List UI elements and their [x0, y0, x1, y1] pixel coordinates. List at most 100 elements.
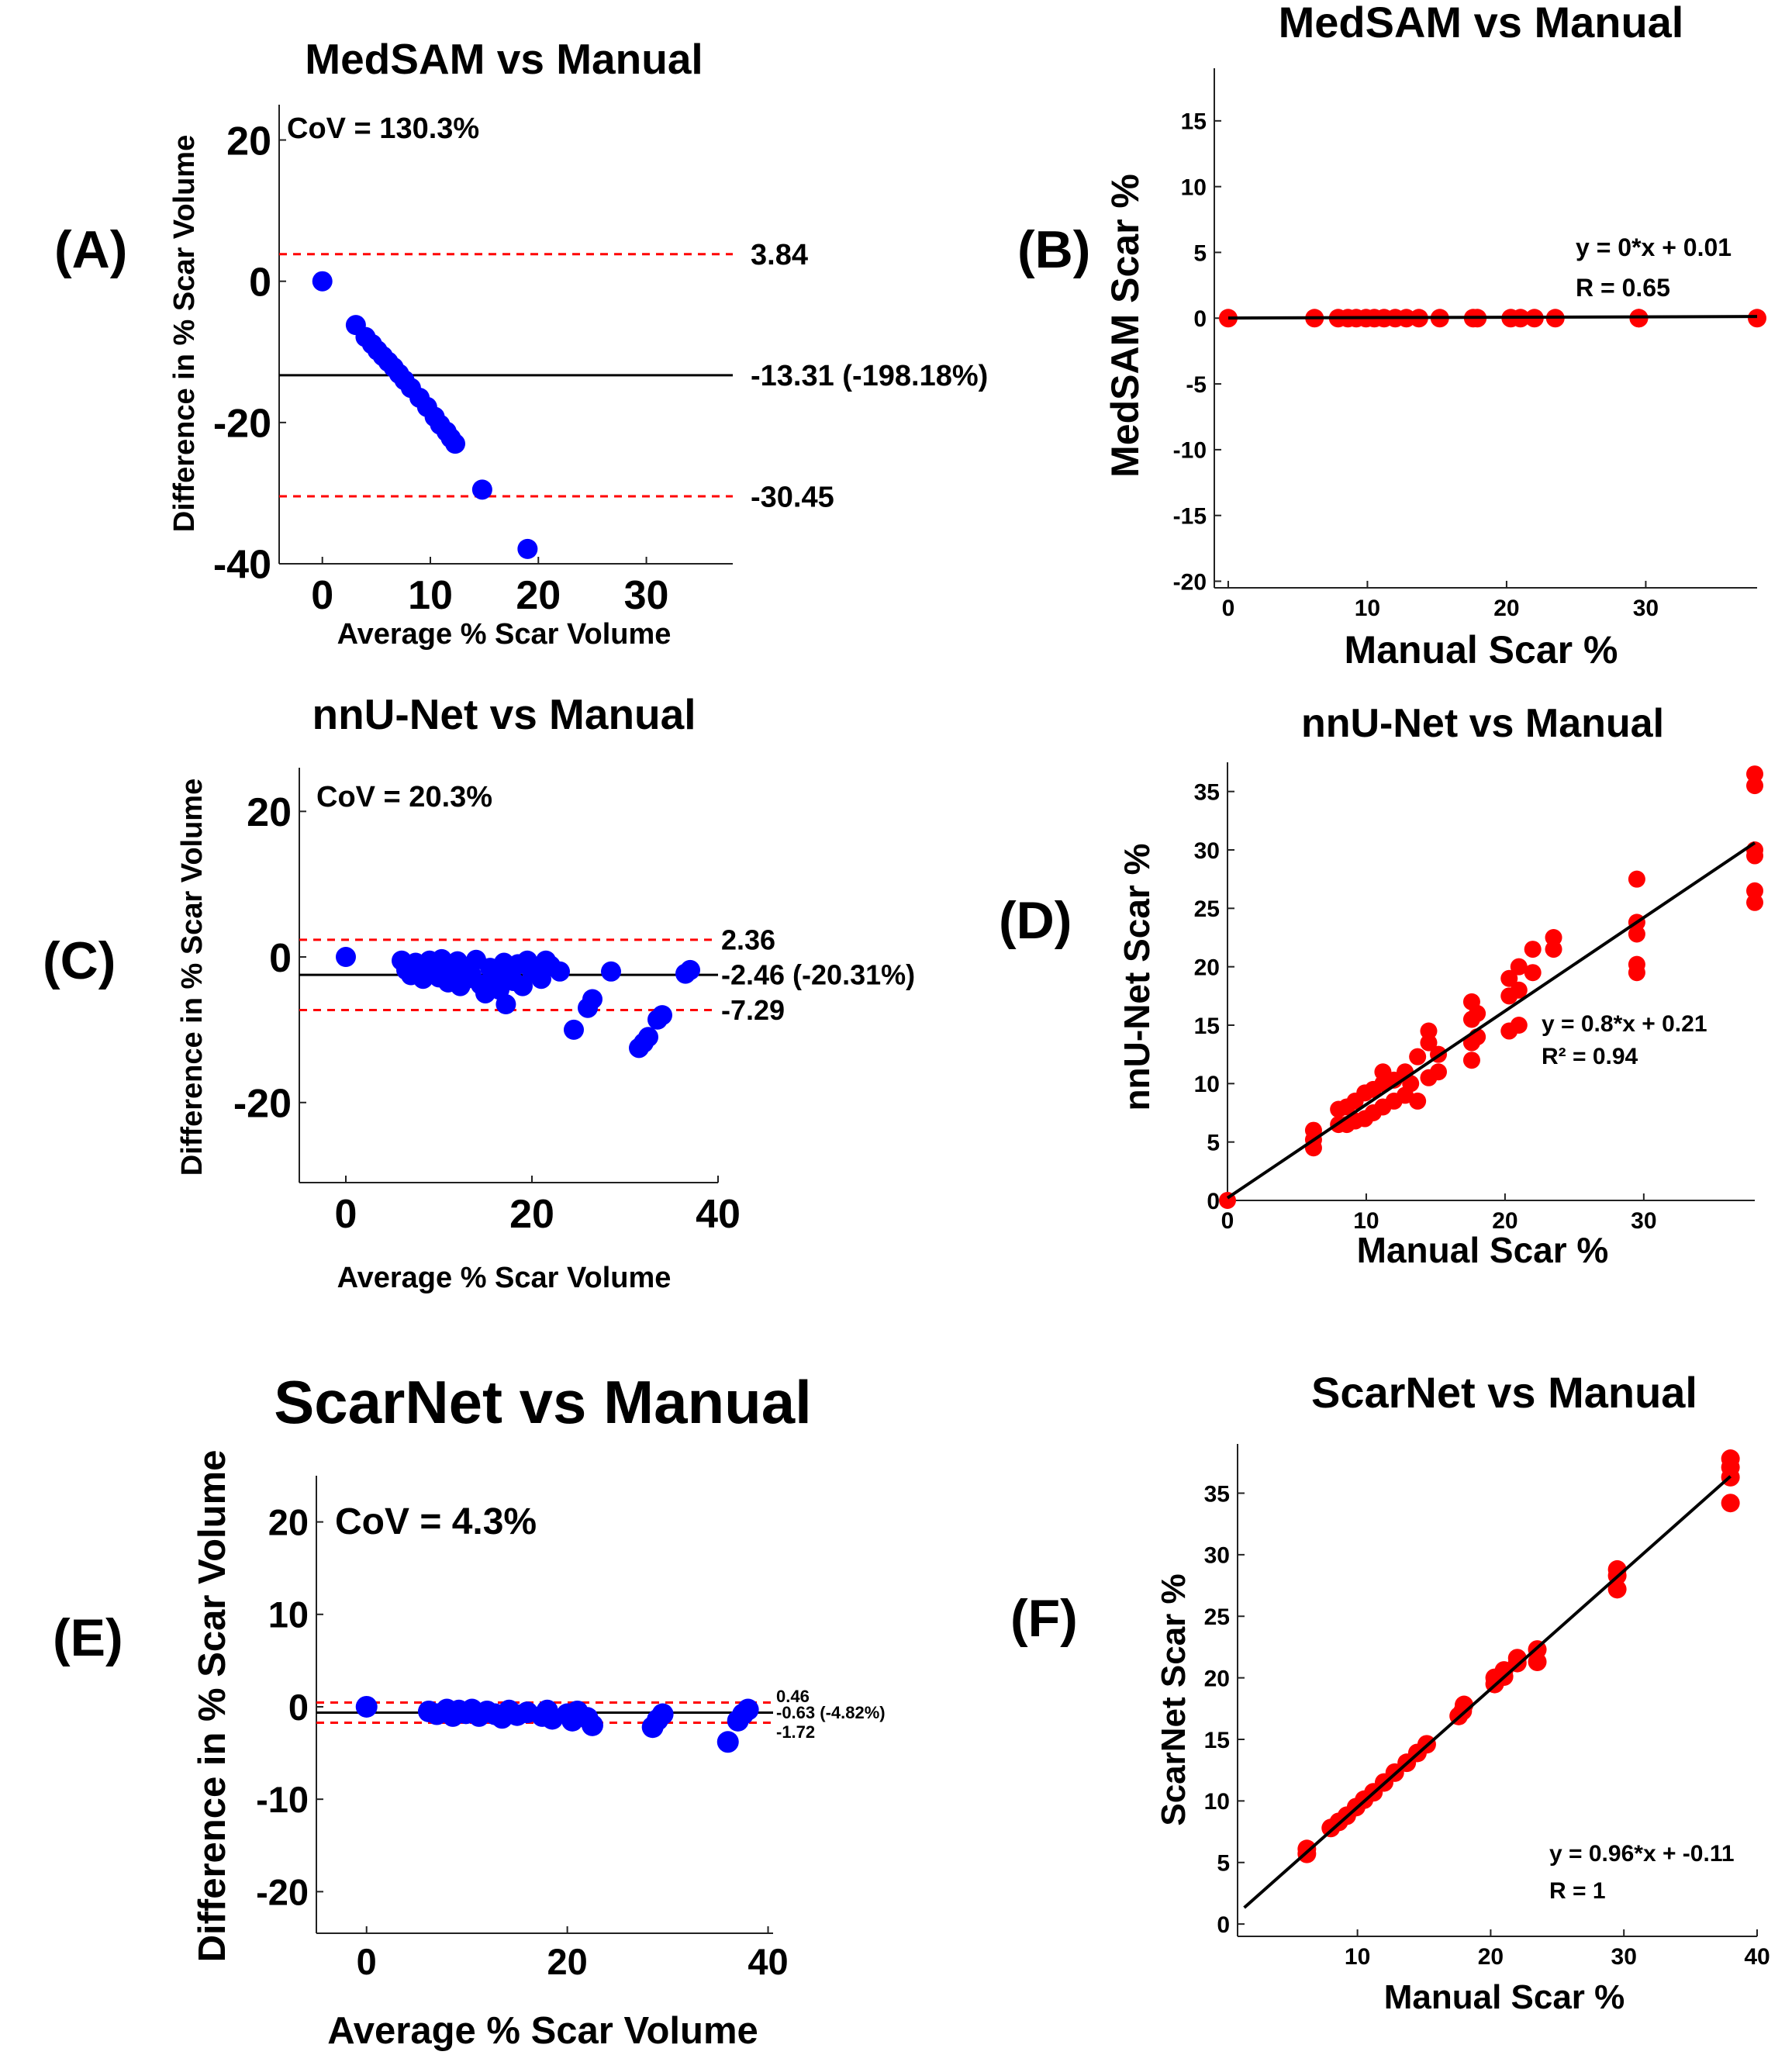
regression-equation: y = 0*x + 0.01 [1576, 233, 1732, 261]
mean-difference-label: -13.31 (-198.18%) [751, 360, 988, 392]
chart-title: nnU-Net vs Manual [312, 690, 696, 738]
x-axis-label: Average % Scar Volume [337, 618, 672, 651]
panel-label-f: (F) [1010, 1589, 1078, 1648]
y-tick-label: -40 [213, 543, 271, 588]
x-tick-label: 10 [1345, 1944, 1370, 1970]
y-axis-label: ScarNet Scar % [1155, 1573, 1193, 1825]
x-axis-label: Average % Scar Volume [337, 1262, 672, 1294]
data-point [517, 538, 538, 559]
data-point [564, 1019, 584, 1040]
y-tick-label: -20 [213, 402, 271, 447]
y-tick-label: 5 [1193, 240, 1207, 266]
x-tick-label: 40 [1744, 1944, 1770, 1970]
chart-title: nnU-Net vs Manual [1301, 701, 1664, 746]
panel-label-c: (C) [43, 931, 116, 990]
y-tick-label: -10 [1173, 438, 1207, 464]
y-tick-label: 0 [1193, 306, 1207, 332]
data-point [581, 1714, 603, 1736]
upper-limit-label: 2.36 [721, 924, 775, 955]
y-axis-label: Difference in % Scar Volume [168, 135, 201, 532]
x-tick-label: 30 [1631, 1208, 1656, 1234]
y-tick-label: 25 [1204, 1604, 1230, 1630]
y-tick-label: 20 [268, 1502, 309, 1543]
y-tick-label: 20 [247, 790, 292, 835]
y-tick-label: 0 [288, 1687, 309, 1728]
y-tick-label: -15 [1173, 504, 1207, 530]
y-tick-label: -10 [256, 1779, 309, 1820]
chart-f: (F) ScarNet vs Manual 10 20 30 40 0 5 10 15 20 25 30… [1010, 1368, 1770, 2016]
x-tick-label: 20 [516, 573, 561, 618]
y-tick-label: 0 [249, 260, 271, 305]
data-point [652, 1005, 672, 1026]
data-point [1304, 1121, 1322, 1139]
data-point [601, 961, 621, 982]
data-point [1462, 1052, 1480, 1069]
y-tick-label: 25 [1194, 896, 1220, 922]
regression-line [1226, 841, 1756, 1200]
data-point [1500, 969, 1518, 987]
mean-difference-label: -2.46 (-20.31%) [721, 959, 915, 991]
x-tick-label: 20 [1478, 1944, 1504, 1970]
x-tick-label: 40 [696, 1192, 741, 1237]
y-tick-label: 5 [1207, 1130, 1220, 1155]
data-point [1607, 1580, 1627, 1599]
data-point [513, 976, 533, 996]
lower-limit-label: -7.29 [721, 994, 785, 1026]
chart-c: (C) nnU-Net vs Manual 0 20 40 -20 0 20 Average %… [43, 690, 915, 1294]
y-tick-label: 10 [1204, 1789, 1230, 1815]
x-tick-label: 10 [1353, 1208, 1379, 1234]
regression-line [1243, 1475, 1732, 1909]
data-point [312, 271, 333, 292]
data-point [1524, 941, 1542, 958]
y-tick-label: 20 [1194, 955, 1220, 980]
data-point [1746, 893, 1763, 911]
y-tick-label: 15 [1204, 1728, 1230, 1753]
data-point [1469, 1004, 1486, 1022]
x-tick-label: 20 [1492, 1208, 1518, 1234]
chart-e: (E) ScarNet vs Manual 0 20 40 -20 -10 0 10 20 Aver… [53, 1368, 886, 2052]
data-point [495, 994, 516, 1015]
data-point [1545, 941, 1562, 958]
cov-annotation: CoV = 20.3% [316, 781, 492, 813]
chart-title: ScarNet vs Manual [274, 1368, 812, 1436]
data-point [1746, 765, 1763, 783]
x-tick-label: 20 [547, 1941, 587, 1982]
y-tick-label: 15 [1181, 109, 1207, 135]
data-point [1628, 870, 1645, 888]
y-tick-label: -20 [1173, 569, 1207, 595]
x-tick-label: 0 [1221, 1208, 1234, 1234]
upper-limit-label: 0.46 [776, 1687, 810, 1706]
cov-annotation: CoV = 4.3% [335, 1501, 537, 1542]
x-tick-label: 0 [335, 1192, 357, 1237]
data-point [1524, 964, 1542, 982]
y-tick-label: 10 [1194, 1072, 1220, 1097]
data-point [1628, 955, 1645, 973]
data-point [336, 947, 356, 968]
x-axis-label: Manual Scar % [1384, 1978, 1625, 2016]
lower-limit-label: -1.72 [776, 1722, 815, 1742]
data-point [582, 989, 603, 1010]
data-point [471, 479, 492, 500]
x-tick-label: 30 [1633, 596, 1659, 621]
mean-difference-label: -0.63 (-4.82%) [776, 1703, 886, 1722]
data-point [1409, 1048, 1427, 1065]
data-point [1510, 1017, 1528, 1034]
data-point [1420, 1034, 1438, 1052]
y-tick-label: 30 [1194, 838, 1220, 864]
y-tick-label: 0 [1207, 1189, 1220, 1214]
y-axis-label: Difference in % Scar Volume [192, 1450, 233, 1963]
x-tick-label: 30 [1611, 1944, 1637, 1970]
x-tick-label: 20 [509, 1192, 554, 1237]
x-tick-label: 10 [1355, 596, 1380, 621]
y-tick-label: 0 [269, 936, 292, 981]
y-tick-label: -5 [1186, 372, 1207, 398]
panel-label-e: (E) [53, 1608, 123, 1667]
panel-label-a: (A) [54, 220, 127, 279]
y-tick-label: 10 [1181, 174, 1207, 200]
y-tick-label: 0 [1217, 1912, 1230, 1938]
data-point [550, 961, 570, 982]
data-point [1218, 309, 1238, 328]
lower-limit-label: -30.45 [751, 481, 834, 513]
